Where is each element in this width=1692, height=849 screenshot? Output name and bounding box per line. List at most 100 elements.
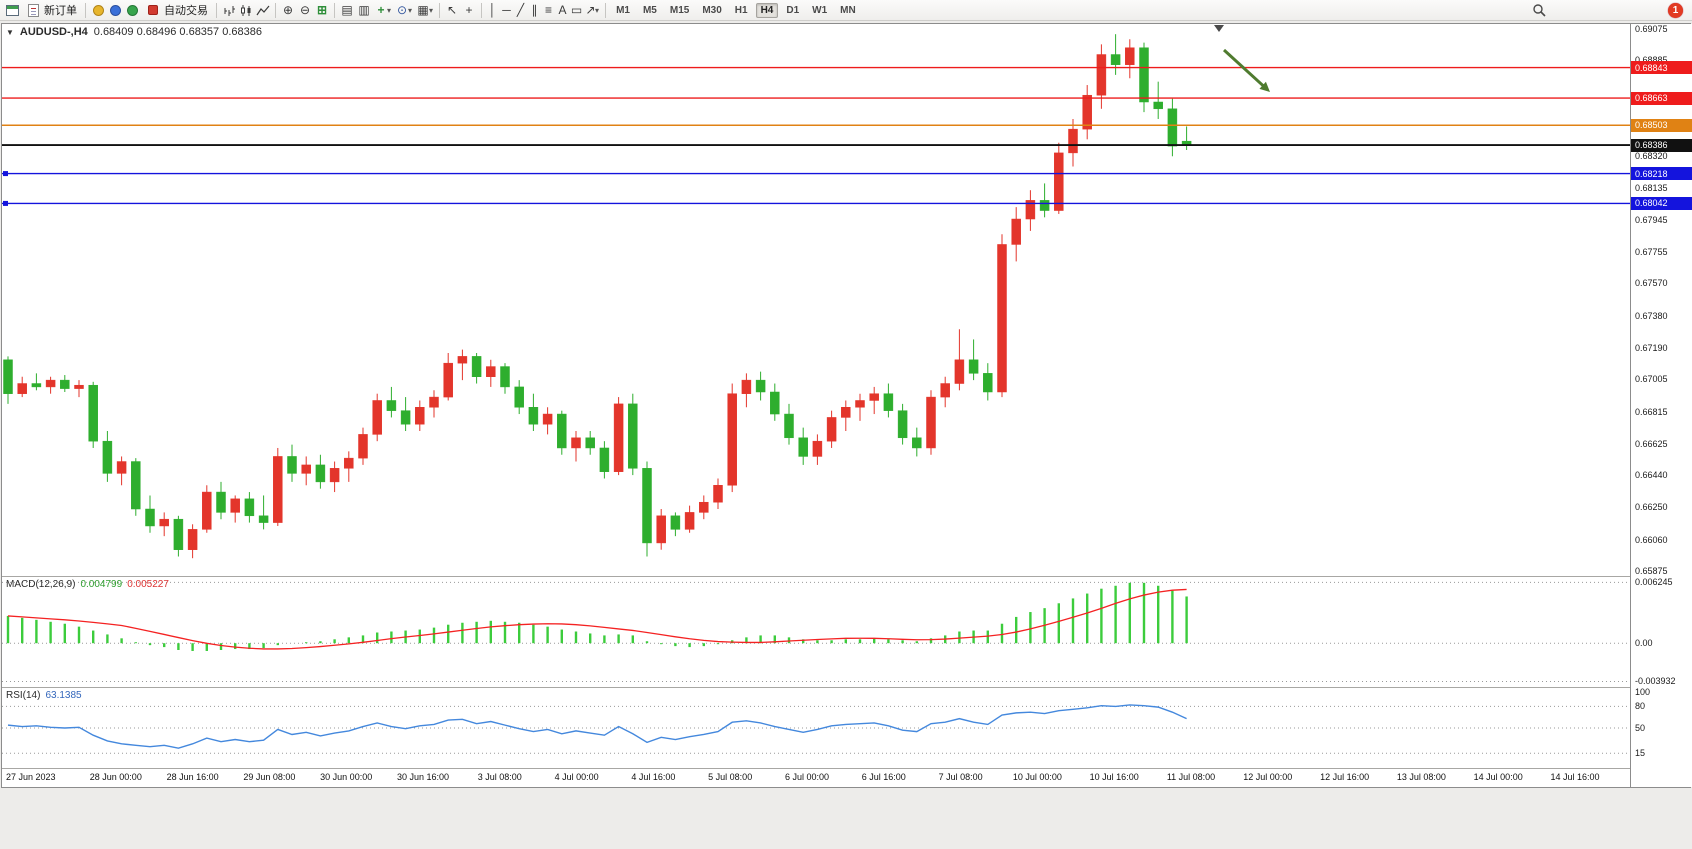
rsi-axis-tick: 80	[1635, 701, 1646, 712]
main-chart-canvas[interactable]	[2, 24, 1630, 576]
price-badge-resistance: 0.68843	[1631, 61, 1692, 75]
horizontal-line-tool-icon[interactable]: ─	[502, 3, 511, 17]
rsi-axis-tick: 50	[1635, 723, 1646, 733]
price-tick: 0.66060	[1635, 534, 1668, 545]
pane-splitter[interactable]	[2, 768, 1692, 769]
toolbar-separator	[605, 2, 607, 18]
toolbar-separator	[85, 2, 86, 18]
timeframe-m1[interactable]: M1	[616, 4, 630, 16]
rsi-pane-canvas[interactable]	[2, 688, 1630, 768]
zoom-in-icon[interactable]: ⊕	[282, 3, 294, 17]
candles-series	[3, 34, 1192, 559]
collapse-triangle-icon[interactable]: ▼	[6, 27, 14, 37]
time-label: 14 Jul 16:00	[1550, 772, 1600, 782]
bar-chart-icon[interactable]	[221, 2, 237, 18]
notification-badge[interactable]: 1	[1668, 2, 1683, 18]
search-icon[interactable]	[1531, 2, 1547, 18]
price-tick: 0.68135	[1635, 182, 1668, 193]
macd-histogram	[6, 582, 1188, 651]
time-label: 28 Jun 00:00	[89, 772, 142, 782]
fibonacci-tool-icon[interactable]: ≡	[545, 3, 553, 17]
terminal-icon[interactable]	[124, 2, 140, 18]
trend-arrow[interactable]	[1222, 48, 1267, 90]
templates-icon[interactable]: ▦	[417, 3, 429, 17]
price-tick: 0.65875	[1635, 565, 1668, 576]
price-tick: 0.67945	[1635, 214, 1668, 225]
navigator-icon[interactable]	[107, 2, 123, 18]
channel-tool-icon[interactable]: ∥	[531, 3, 538, 17]
timeframe-h4[interactable]: H4	[755, 2, 779, 18]
price-axis[interactable]: 0.69075 0.68885 0.68320 0.68135 0.67945 0.677…	[1630, 24, 1692, 787]
price-tick: 0.67190	[1635, 342, 1668, 353]
vertical-line-tool-icon[interactable]: │	[488, 3, 497, 17]
tile-windows-icon[interactable]: ⊞	[316, 3, 328, 17]
indicators-icon[interactable]: +	[377, 3, 385, 17]
line-chart-icon[interactable]	[255, 2, 271, 18]
new-order-button[interactable]: 新订单	[21, 1, 81, 19]
time-label: 30 Jun 16:00	[396, 772, 450, 782]
timeframe-m5[interactable]: M5	[642, 4, 657, 16]
chart-shift-marker-icon[interactable]	[1214, 25, 1224, 32]
pane-splitter[interactable]	[2, 687, 1692, 688]
auto-trading-button[interactable]: 自动交易	[141, 1, 212, 19]
auto-trading-icon	[145, 2, 161, 18]
arrows-tool-icon[interactable]: ↗	[585, 3, 596, 17]
macd-pane-canvas[interactable]	[2, 577, 1630, 687]
price-tick: 0.66625	[1635, 438, 1668, 449]
time-label: 4 Jul 16:00	[631, 772, 676, 782]
timeframe-d1[interactable]: D1	[786, 4, 800, 16]
time-label: 14 Jul 00:00	[1473, 772, 1523, 782]
toolbar-separator	[439, 2, 441, 18]
text-label-tool-icon[interactable]: ▭	[570, 3, 583, 17]
macd-main-value: 0.004799	[80, 579, 123, 590]
line-handle[interactable]	[3, 171, 8, 177]
symbol-info: ▼ AUDUSD-,H4 0.68409 0.68496 0.68357 0.6…	[6, 26, 262, 38]
price-tick: 0.67755	[1635, 247, 1668, 258]
auto-trading-label: 自动交易	[164, 5, 208, 17]
price-tick: 0.68885	[1635, 55, 1668, 65]
text-tool-icon[interactable]: A	[558, 3, 567, 17]
price-badge-support: 0.68042	[1631, 196, 1692, 210]
pane-splitter[interactable]	[2, 576, 1692, 577]
price-tick: 0.67380	[1635, 310, 1668, 321]
arrows-dropdown-icon[interactable]: ▾	[595, 5, 600, 15]
price-tick: 0.67570	[1635, 278, 1668, 289]
price-badge-resistance: 0.68663	[1631, 91, 1692, 105]
timeframe-m15[interactable]: M15	[669, 4, 690, 16]
cascade-windows-icon[interactable]: ▥	[358, 3, 370, 17]
timeframe-w1[interactable]: W1	[812, 4, 828, 16]
periods-dropdown-icon[interactable]: ▾	[408, 5, 413, 15]
indicators-dropdown-icon[interactable]: ▾	[387, 5, 392, 15]
crosshair-tool-icon[interactable]: +	[465, 3, 473, 17]
macd-axis-tick: 0.006245	[1635, 577, 1673, 588]
market-watch-icon[interactable]	[90, 2, 106, 18]
periods-clock-icon[interactable]: ⊙	[396, 3, 408, 17]
new-chart-icon[interactable]	[4, 2, 20, 18]
toolbar-separator	[481, 2, 483, 18]
rsi-axis-tick: 100	[1635, 687, 1651, 697]
timeframe-mn[interactable]: MN	[840, 4, 856, 16]
timeframe-h1[interactable]: H1	[734, 4, 748, 16]
arrange-windows-icon[interactable]: ▤	[341, 3, 353, 17]
zoom-out-icon[interactable]: ⊖	[299, 3, 311, 17]
time-label: 29 Jun 08:00	[243, 772, 296, 782]
trend-arrow-head-icon	[1259, 81, 1270, 92]
time-axis[interactable]: 27 Jun 2023 28 Jun 00:00 28 Jun 16:00 29 Ju…	[2, 769, 1630, 787]
time-label: 7 Jul 08:00	[938, 772, 983, 782]
timeframe-m30[interactable]: M30	[702, 4, 722, 16]
macd-signal-line	[7, 588, 1187, 650]
line-handle[interactable]	[3, 200, 8, 206]
time-label: 6 Jul 00:00	[784, 772, 830, 782]
templates-dropdown-icon[interactable]: ▾	[429, 5, 434, 15]
cursor-tool-icon[interactable]: ↖	[447, 3, 458, 17]
price-badge-pivot: 0.68503	[1631, 118, 1692, 132]
time-label: 10 Jul 00:00	[1012, 772, 1062, 782]
macd-label: MACD(12,26,9) 0.004799 0.005227	[6, 579, 169, 590]
time-label: 13 Jul 08:00	[1396, 772, 1446, 782]
candlestick-chart-icon[interactable]	[238, 2, 254, 18]
symbol-title: AUDUSD-,H4	[19, 26, 88, 38]
time-label: 11 Jul 08:00	[1166, 772, 1216, 782]
trendline-tool-icon[interactable]: ╱	[516, 3, 525, 17]
price-tick: 0.66815	[1635, 406, 1668, 417]
time-label: 12 Jul 00:00	[1243, 772, 1293, 782]
